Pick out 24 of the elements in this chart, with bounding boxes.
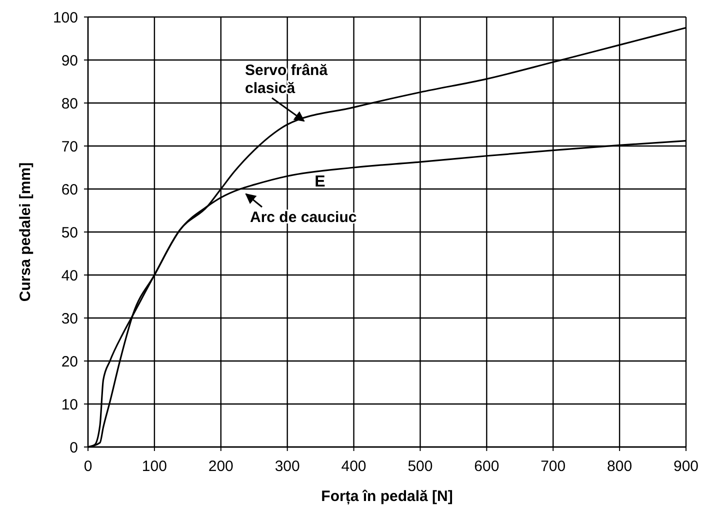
y-tick-label: 10 <box>61 396 78 414</box>
y-tick-label: 90 <box>61 52 78 70</box>
y-tick-label: 70 <box>61 138 78 156</box>
y-tick-label: 20 <box>61 353 78 370</box>
y-tick-label: 30 <box>61 310 78 328</box>
y-tick-label: 80 <box>61 95 78 112</box>
x-axis-title: Forța în pedală [N] <box>321 488 453 505</box>
y-tick-label: 40 <box>61 267 78 284</box>
x-tick-label: 300 <box>274 458 300 475</box>
x-tick-label: 900 <box>673 458 699 475</box>
y-axis-title: Cursa pedalei [mm] <box>17 162 34 302</box>
x-tick-label: 600 <box>474 458 500 475</box>
x-tick-label: 800 <box>607 458 632 475</box>
y-tick-label: 100 <box>52 9 78 26</box>
x-tick-label: 400 <box>341 458 366 475</box>
x-tick-label: 700 <box>540 458 566 475</box>
y-tick-label: 0 <box>70 439 78 456</box>
annotation: E <box>314 174 326 191</box>
y-tick-label: 60 <box>61 181 78 198</box>
x-tick-label: 200 <box>208 458 234 475</box>
y-tick-label: 50 <box>61 224 78 242</box>
x-tick-label: 100 <box>142 458 167 475</box>
x-tick-label: 500 <box>408 458 433 475</box>
x-tick-label: 0 <box>84 458 92 475</box>
